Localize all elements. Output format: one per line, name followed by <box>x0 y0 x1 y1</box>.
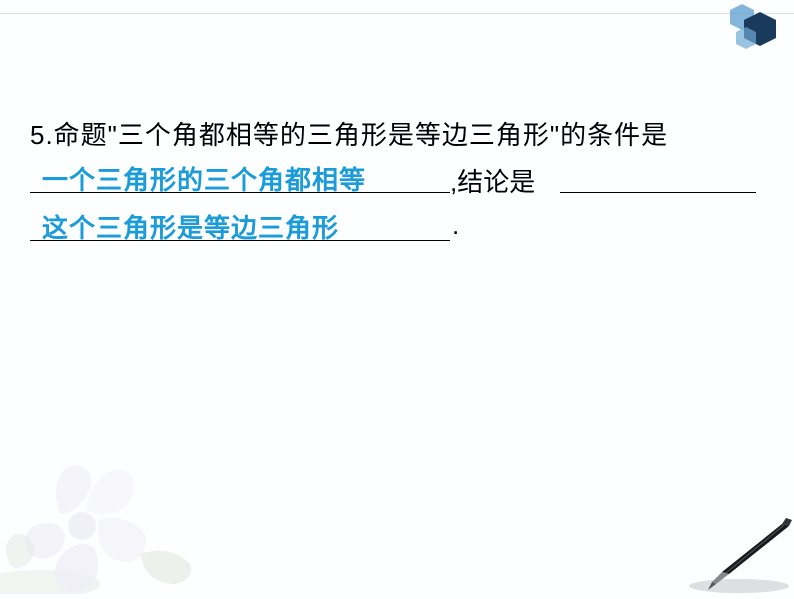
blank-line-2: 这个三角形是等边三角形 . <box>30 210 764 254</box>
underline-1 <box>30 192 450 193</box>
underline-3 <box>30 240 450 241</box>
hexagon-decoration <box>692 2 782 62</box>
question-text: 5.命题"三个角都相等的三角形是等边三角形"的条件是 <box>30 115 764 152</box>
underline-2 <box>560 192 756 193</box>
flower-decoration <box>0 414 240 594</box>
blank-line-1: 一个三角形的三个角都相等 ,结论是 <box>30 162 764 206</box>
mid-text: ,结论是 <box>450 162 535 199</box>
top-border <box>0 0 794 14</box>
period: . <box>452 210 459 241</box>
pen-decoration <box>674 514 794 594</box>
question-content: 5.命题"三个角都相等的三角形是等边三角形"的条件是 一个三角形的三个角都相等 … <box>30 115 764 254</box>
